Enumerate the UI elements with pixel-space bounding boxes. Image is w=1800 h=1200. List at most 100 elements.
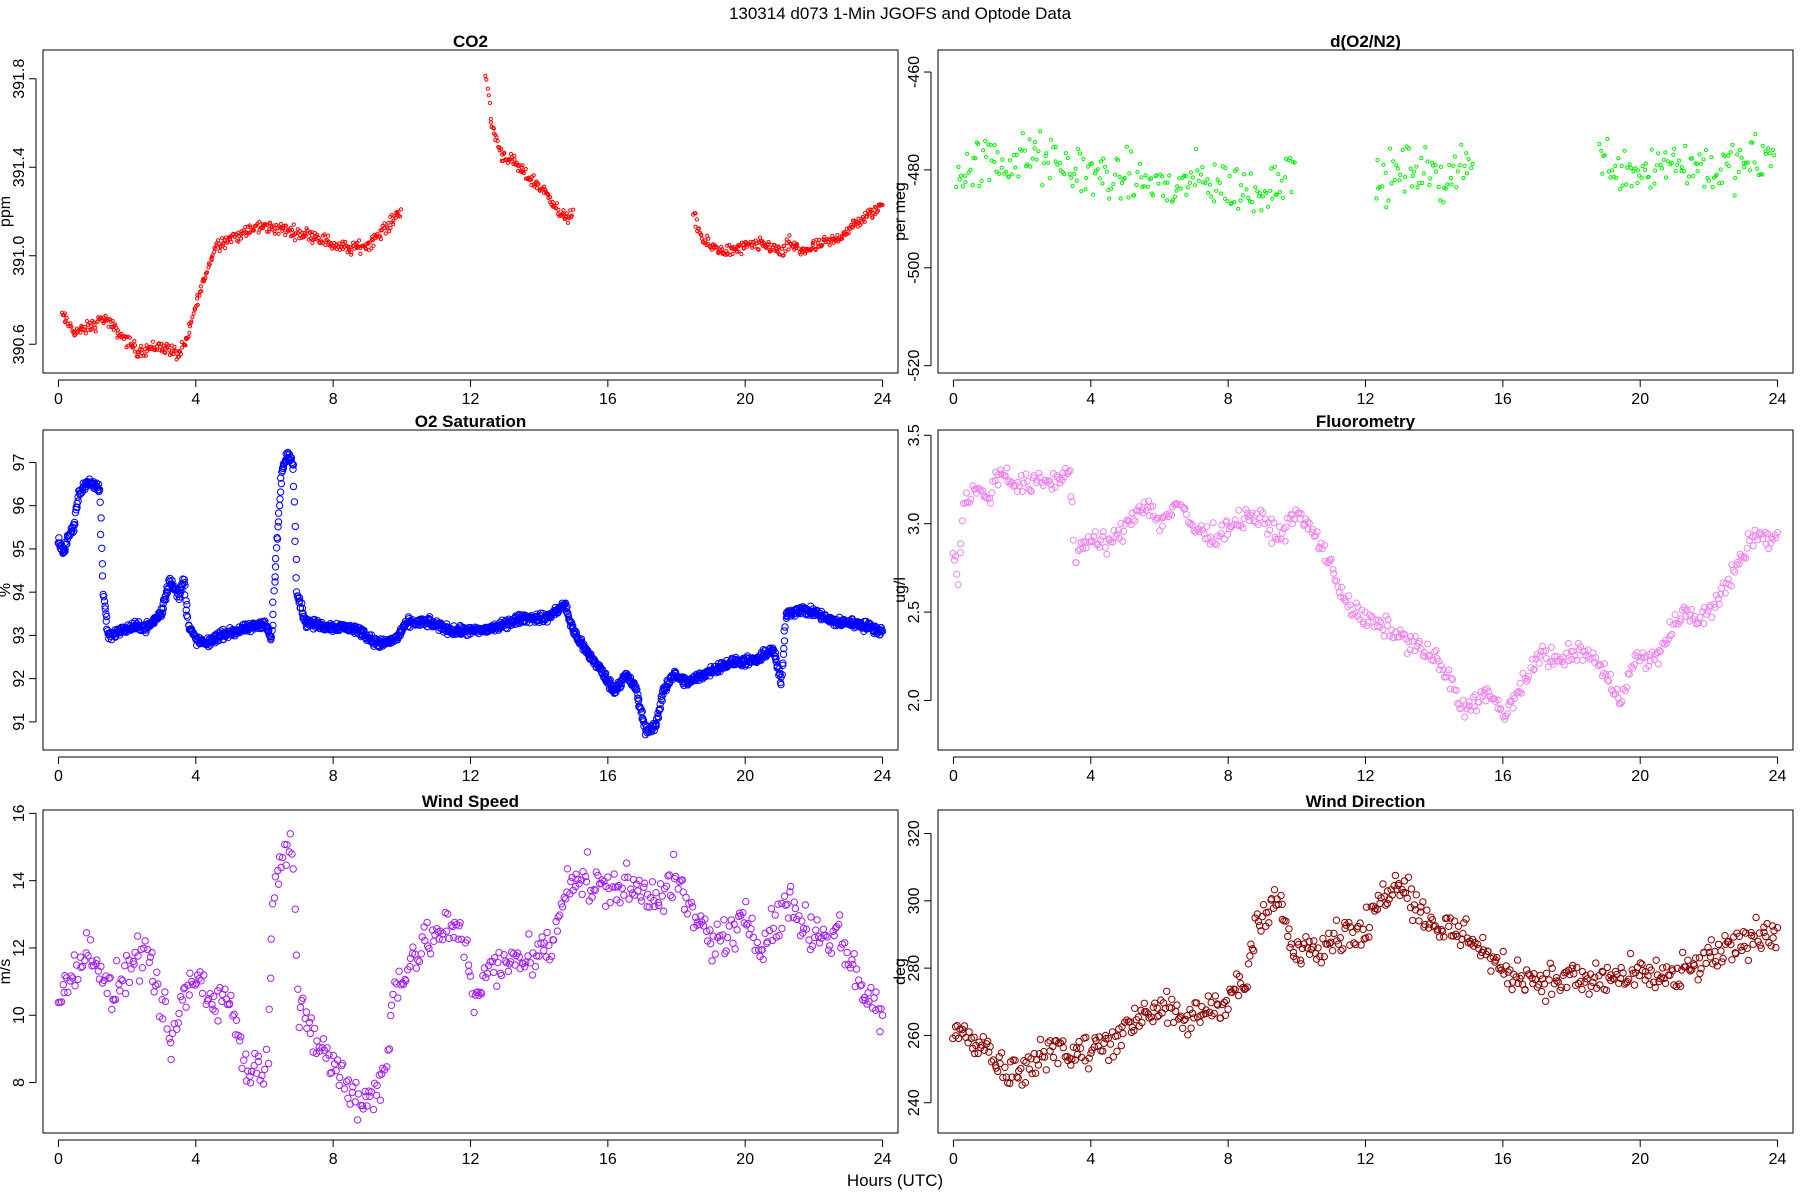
o2sat-point: [274, 509, 283, 517]
wdir-point: [1332, 916, 1341, 924]
wspd-point: [606, 898, 614, 907]
o2n2-point: [1065, 155, 1071, 161]
o2sat-point: [182, 597, 190, 605]
co2-point: [369, 246, 374, 251]
o2n2-point: [1238, 198, 1243, 203]
o2n2-point: [1681, 169, 1687, 174]
wdir-ylabel: deg: [892, 958, 909, 985]
o2sat-point: [630, 679, 638, 687]
co2-point: [863, 210, 868, 215]
o2sat-point: [183, 600, 191, 609]
wspd-point: [634, 887, 642, 895]
o2n2-point: [1217, 180, 1222, 185]
fluor-point: [1352, 599, 1360, 607]
co2-point: [693, 224, 698, 229]
o2sat-point: [268, 626, 276, 635]
co2-point: [560, 212, 565, 217]
wspd-point: [395, 967, 403, 975]
o2n2-point: [1193, 183, 1198, 188]
o2n2-point: [971, 155, 976, 160]
o2sat-y-tick-label: 91: [11, 713, 28, 731]
o2n2-point: [1268, 188, 1273, 193]
co2-point: [78, 330, 83, 335]
co2-point: [536, 181, 541, 186]
fluor-point: [1564, 640, 1572, 647]
co2-point: [514, 160, 519, 165]
wdir-point: [1161, 1004, 1170, 1013]
wdir-point: [1349, 928, 1357, 936]
co2-point: [123, 335, 129, 340]
fluor-point: [1140, 498, 1148, 506]
fluor-point: [989, 477, 997, 485]
wspd-y-tick-label: 14: [11, 872, 28, 890]
wspd-point: [830, 931, 838, 940]
co2-point: [278, 221, 283, 227]
fluor-point: [1330, 569, 1338, 577]
o2n2-point: [1383, 170, 1388, 175]
co2-point: [693, 211, 698, 216]
o2n2-point: [1203, 181, 1208, 186]
wspd-point: [747, 925, 755, 933]
o2n2-point: [1079, 189, 1084, 194]
o2n2-point: [1445, 182, 1450, 187]
figure-xlabel: Hours (UTC): [847, 1171, 943, 1190]
wdir-point: [1178, 1024, 1187, 1033]
o2n2-point: [1714, 172, 1719, 177]
o2n2-point: [1459, 142, 1464, 147]
o2sat-point: [633, 686, 641, 694]
figure-title: 130314 d073 1-Min JGOFS and Optode Data: [729, 4, 1072, 23]
co2-point: [817, 237, 822, 242]
o2n2-y-tick-label: -520: [906, 350, 923, 382]
o2n2-point: [981, 148, 986, 153]
wspd-point: [267, 974, 275, 982]
co2-point: [521, 170, 526, 176]
wspd-point: [843, 948, 851, 957]
o2n2-x-tick-label: 16: [1494, 391, 1512, 408]
wdir-point: [1728, 956, 1736, 964]
wspd-point: [622, 859, 631, 867]
o2n2-point: [1038, 129, 1043, 134]
wdir-point: [1714, 940, 1723, 949]
wspd-point: [112, 957, 121, 965]
o2sat-point: [658, 696, 666, 705]
co2-point: [512, 153, 517, 158]
wdir-point: [1184, 1031, 1192, 1039]
o2n2-point: [1763, 149, 1768, 154]
co2-point: [178, 352, 184, 357]
fluor-point: [1354, 603, 1362, 611]
co2-point: [870, 215, 875, 220]
o2n2-point: [1724, 161, 1729, 166]
fluor-point: [1067, 493, 1075, 501]
wspd-point: [286, 830, 294, 838]
co2-point: [176, 354, 181, 359]
wdir-point: [1084, 1065, 1093, 1073]
wspd-point: [504, 967, 513, 976]
co2-point: [210, 253, 215, 258]
fluor-point: [957, 540, 965, 548]
o2n2-point: [986, 142, 991, 147]
wspd-x-tick-label: 24: [874, 1151, 892, 1168]
fluor-point: [1103, 550, 1111, 558]
o2n2-point: [988, 142, 993, 147]
wspd-point: [391, 978, 399, 986]
o2sat-point: [70, 518, 79, 527]
o2sat-point: [657, 692, 665, 700]
fluor-title: Fluorometry: [1316, 412, 1416, 431]
fluor-point: [988, 489, 996, 497]
wdir-point: [1036, 1035, 1045, 1044]
co2-point: [846, 231, 851, 236]
wdir-point: [1585, 990, 1593, 998]
wspd-point: [771, 911, 779, 919]
co2-point: [543, 188, 548, 193]
fluor-point: [1424, 640, 1432, 648]
wdir-point: [1423, 906, 1431, 914]
o2n2-point: [1646, 174, 1651, 179]
o2sat-point: [634, 697, 643, 705]
fluor-point: [1154, 514, 1162, 522]
co2-point: [219, 236, 225, 241]
o2n2-point: [1438, 198, 1443, 203]
co2-point: [322, 232, 327, 237]
o2sat-point: [100, 597, 109, 605]
o2sat-point: [276, 495, 284, 503]
o2n2-point: [958, 173, 964, 178]
